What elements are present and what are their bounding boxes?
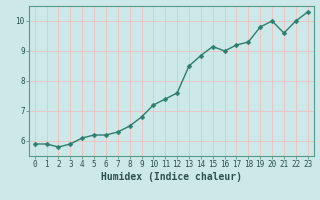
- X-axis label: Humidex (Indice chaleur): Humidex (Indice chaleur): [101, 172, 242, 182]
